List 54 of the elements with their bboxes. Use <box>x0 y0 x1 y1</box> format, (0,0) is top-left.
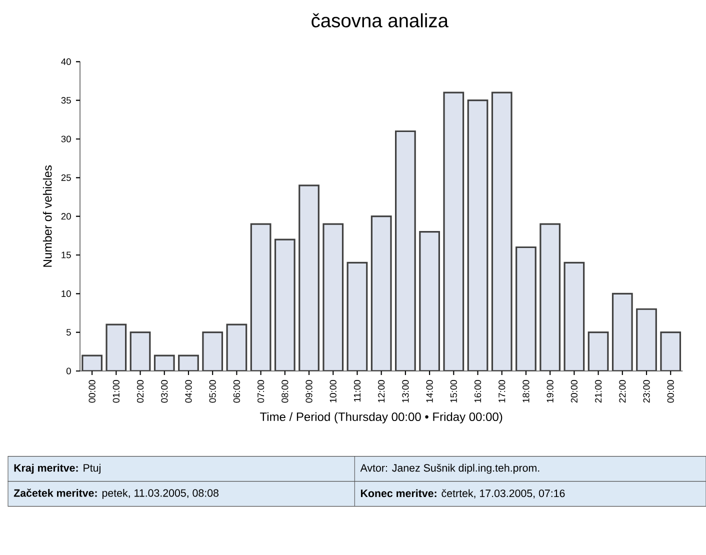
bar <box>298 184 320 371</box>
x-tick-label: 07:00 <box>258 380 264 403</box>
x-tick-label: 23:00 <box>643 380 650 403</box>
chart-title: časovna analiza <box>312 13 448 28</box>
x-tick-label: 20:00 <box>570 380 578 403</box>
x-tick-label: 13:00 <box>402 380 409 402</box>
bar <box>395 130 416 371</box>
text: Kraj meritve: Ptuj <box>14 464 100 474</box>
bar <box>419 230 440 371</box>
y-tick-label: 0 <box>66 368 71 374</box>
text: Avtor: Janez Sušnik dipl.ing.teh.prom. <box>360 464 540 474</box>
y-tick-label: 20 <box>61 213 71 220</box>
bar <box>467 100 488 371</box>
x-tick-label: 22:00 <box>619 380 626 403</box>
x-tick-label: 06:00 <box>233 380 240 403</box>
y-tick-label: 5 <box>66 329 71 336</box>
x-tick-label: 00:00 <box>88 380 96 403</box>
y-tick-label: 30 <box>61 136 71 142</box>
x-tick-label: 09:00 <box>306 380 312 403</box>
x-tick-label: 04:00 <box>185 380 192 403</box>
bar <box>250 223 272 371</box>
x-tick-label: 16:00 <box>474 380 482 402</box>
bar <box>443 92 464 371</box>
bar <box>540 223 561 371</box>
text: Začetek meritve: petek, 11.03.2005, 08:08 <box>14 488 218 499</box>
x-tick-label: 12:00 <box>378 380 385 402</box>
y-tick-label: 35 <box>61 97 71 104</box>
bar <box>322 223 344 371</box>
y-tick-label: 40 <box>61 58 71 65</box>
x-tick-label: 08:00 <box>282 380 288 403</box>
text: Konec meritve: četrtek, 17.03.2005, 07:16 <box>360 489 565 498</box>
y-tick-label: 10 <box>62 290 71 297</box>
x-tick-label: 21:00 <box>595 380 602 403</box>
x-axis-title: Time / Period (Thursday 00:00 • Friday 00:00) <box>260 412 502 424</box>
x-tick-label: 02:00 <box>136 380 144 403</box>
x-tick-label: 01:00 <box>112 380 120 403</box>
x-tick-label: 14:00 <box>426 380 433 402</box>
x-tick-label: 05:00 <box>209 380 216 403</box>
x-tick-label: 15:00 <box>450 380 457 402</box>
x-tick-label: 00:00 <box>667 380 674 403</box>
bar <box>516 246 536 371</box>
x-tick-label: 10:00 <box>330 380 336 402</box>
x-tick-label: 03:00 <box>161 380 168 403</box>
x-tick-label: 18:00 <box>522 380 530 402</box>
bar <box>274 238 296 371</box>
y-tick-label: 25 <box>61 174 71 181</box>
x-tick-label: 19:00 <box>546 380 554 402</box>
y-tick-label: 15 <box>62 252 71 258</box>
x-tick-label: 11:00 <box>354 380 361 402</box>
y-axis-title: Number of vehicles <box>42 165 52 267</box>
x-tick-label: 17:00 <box>498 380 506 402</box>
bar <box>370 216 392 371</box>
bar <box>636 308 657 371</box>
bar <box>491 92 512 371</box>
